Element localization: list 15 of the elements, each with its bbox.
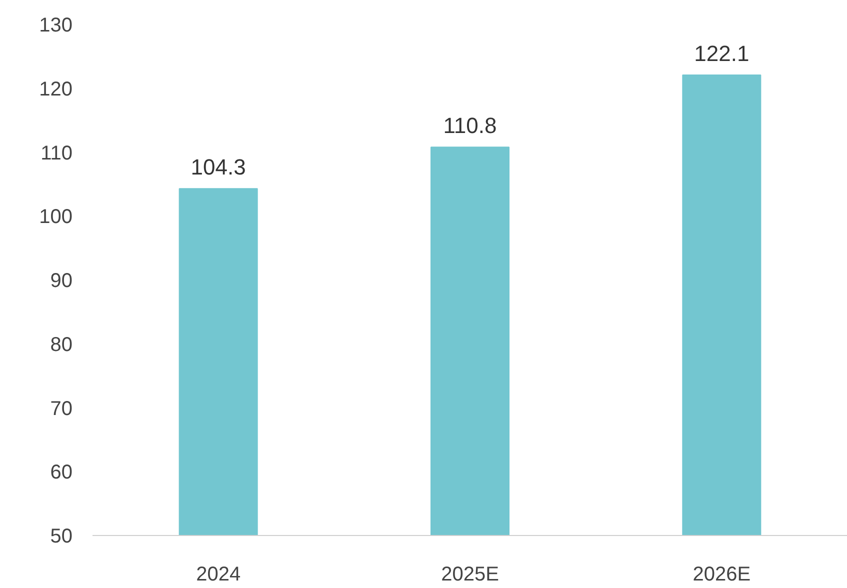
x-tick-label: 2025E — [441, 564, 499, 586]
y-tick-label: 110 — [40, 142, 73, 164]
data-label: 110.8 — [443, 113, 497, 138]
y-tick-label: 130 — [39, 14, 73, 36]
y-tick-label: 90 — [50, 270, 73, 292]
y-tick-label: 50 — [50, 526, 73, 548]
y-tick-label: 80 — [50, 334, 73, 356]
data-label: 104.3 — [190, 154, 246, 180]
x-tick-label: 2026E — [692, 564, 751, 586]
y-tick-label: 60 — [50, 462, 73, 484]
x-tick-label: 2024 — [196, 564, 241, 586]
y-tick-label: 120 — [39, 78, 73, 100]
y-tick-label: 100 — [39, 206, 73, 228]
y-tick-label: 70 — [50, 398, 73, 420]
data-label: 122.1 — [694, 40, 750, 66]
